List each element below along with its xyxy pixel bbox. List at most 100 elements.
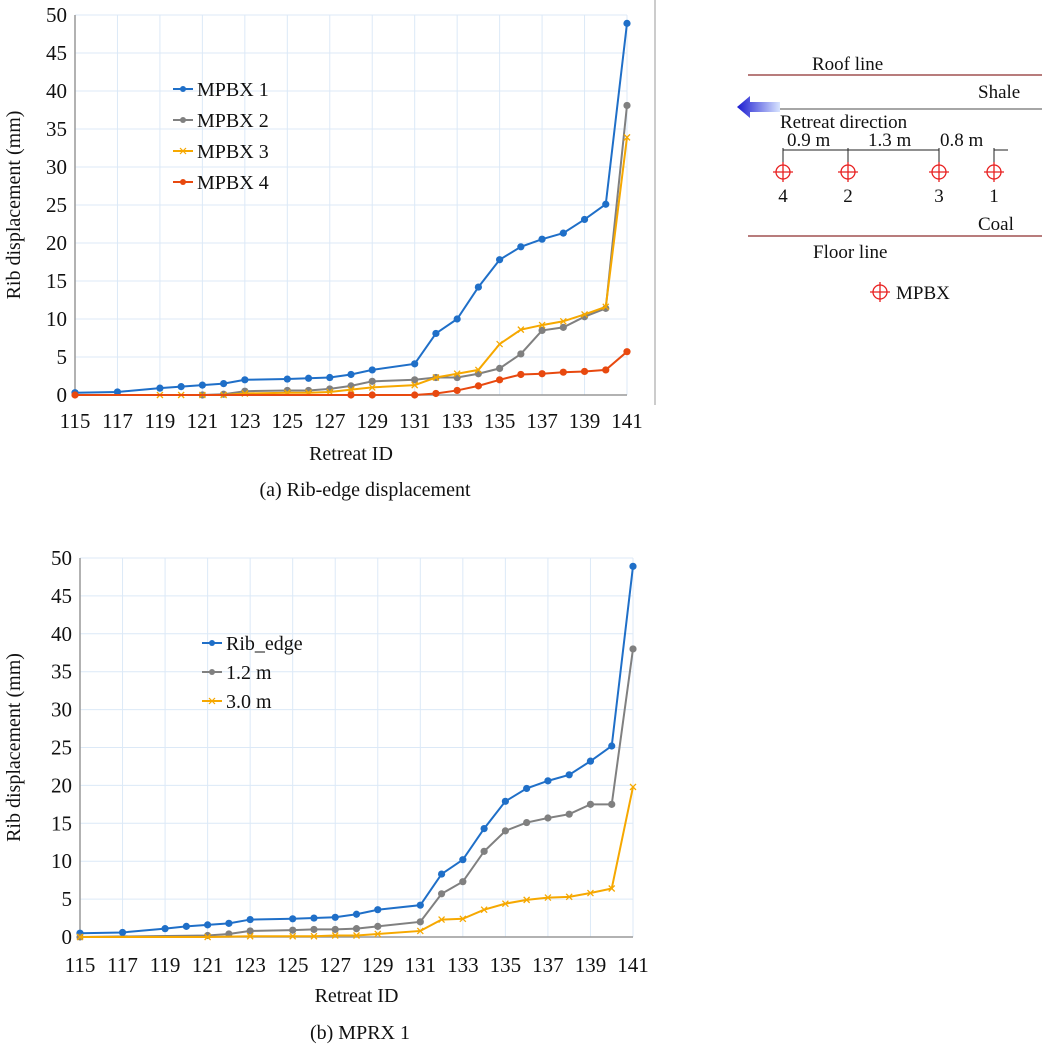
x-tick-label: 127 — [319, 953, 351, 977]
data-point — [496, 364, 504, 372]
data-point — [453, 370, 461, 378]
legend-label: MPBX 4 — [197, 172, 269, 194]
data-point — [432, 389, 440, 398]
data-point — [580, 215, 589, 224]
y-tick-label: 50 — [46, 3, 67, 27]
data-point — [496, 340, 504, 348]
data-point — [437, 870, 446, 878]
data-point — [608, 885, 616, 892]
data-point — [118, 928, 127, 937]
x-tick-label: 125 — [277, 953, 309, 977]
data-point — [608, 742, 616, 750]
y-tick-label: 30 — [51, 698, 72, 722]
data-point — [517, 350, 525, 358]
y-tick-label: 15 — [51, 811, 72, 835]
data-point — [161, 925, 169, 933]
data-point — [629, 645, 637, 653]
series-1-2-m — [76, 645, 637, 941]
x-tick-label: 139 — [569, 409, 601, 433]
data-point — [459, 878, 467, 886]
x-axis-label: Retreat ID — [309, 443, 393, 465]
y-tick-label: 0 — [57, 383, 68, 407]
data-point — [474, 366, 482, 374]
data-point — [416, 927, 424, 935]
data-point — [411, 391, 419, 399]
data-point — [310, 932, 318, 940]
y-tick-label: 45 — [46, 41, 67, 65]
y-tick-label: 40 — [46, 79, 67, 103]
data-point — [565, 771, 573, 779]
series-line — [74, 23, 628, 394]
x-tick-label: 117 — [107, 953, 138, 977]
x-tick-label: 129 — [362, 953, 394, 977]
mpbx-id-label: 3 — [934, 186, 944, 207]
data-point — [565, 810, 573, 818]
mpbx-layout-schematic: Roof line Shale Retreat direction 0.9 m … — [737, 54, 1042, 304]
data-point — [368, 377, 376, 385]
data-point — [352, 925, 361, 933]
data-point — [453, 386, 461, 395]
data-point — [580, 367, 589, 376]
data-point — [459, 915, 467, 923]
series-mpbx-4 — [71, 348, 631, 399]
data-point — [368, 391, 376, 399]
legend-entry: 1.2 m — [202, 662, 272, 684]
legend-label: MPBX 3 — [197, 141, 269, 163]
x-tick-label: 141 — [617, 953, 649, 977]
data-point — [517, 326, 525, 334]
legend-entry: 3.0 m — [202, 691, 272, 713]
y-tick-label: 30 — [46, 155, 67, 179]
y-tick-label: 25 — [46, 193, 67, 217]
data-point — [304, 374, 313, 382]
data-point — [347, 370, 355, 379]
mpbx-marker-icon — [773, 162, 793, 182]
x-axis-label: Retreat ID — [315, 985, 399, 1007]
data-point — [246, 927, 254, 935]
data-point — [501, 827, 509, 835]
x-tick-label: 121 — [187, 409, 219, 433]
series-rib-edge — [76, 562, 637, 937]
data-point — [453, 315, 461, 323]
coal-label: Coal — [978, 214, 1014, 235]
data-point — [459, 856, 467, 864]
x-tick-label: 133 — [441, 409, 473, 433]
series-line — [79, 648, 634, 938]
data-point — [538, 370, 546, 378]
data-point — [586, 757, 595, 765]
legend-entry: MPBX 1 — [173, 79, 269, 101]
data-point — [559, 317, 567, 325]
x-tick-label: 141 — [611, 409, 643, 433]
x-tick-label: 131 — [399, 409, 431, 433]
data-point — [517, 243, 525, 251]
data-point — [411, 376, 419, 384]
mpbx-marker-icon — [838, 162, 858, 182]
floor-line-label: Floor line — [813, 242, 887, 263]
y-tick-label: 20 — [46, 231, 67, 255]
mpbx-id-label: 2 — [843, 186, 853, 207]
retreat-direction-arrow-icon — [737, 96, 780, 118]
data-point — [246, 915, 254, 924]
series-mpbx-1 — [71, 19, 631, 397]
data-point — [411, 360, 419, 368]
y-axis-label: Rib displacement (mm) — [3, 653, 25, 842]
data-point — [353, 932, 360, 939]
legend-entry: MPBX 3 — [173, 141, 269, 163]
data-point — [347, 386, 355, 394]
grid — [74, 14, 628, 396]
data-point — [326, 373, 334, 382]
data-point — [559, 323, 567, 331]
legend-entry: MPBX 4 — [173, 172, 269, 194]
shale-label: Shale — [978, 82, 1020, 103]
grid — [79, 557, 634, 938]
data-point — [182, 922, 190, 930]
data-point — [538, 321, 546, 329]
x-tick-label: 115 — [60, 409, 91, 433]
data-point — [480, 847, 488, 855]
y-tick-label: 25 — [51, 736, 72, 760]
data-point — [496, 376, 504, 384]
x-tick-label: 117 — [102, 409, 133, 433]
data-point — [204, 931, 212, 940]
x-tick-label: 135 — [484, 409, 516, 433]
y-axis-label: Rib displacement (mm) — [3, 111, 25, 300]
data-point — [629, 783, 637, 791]
